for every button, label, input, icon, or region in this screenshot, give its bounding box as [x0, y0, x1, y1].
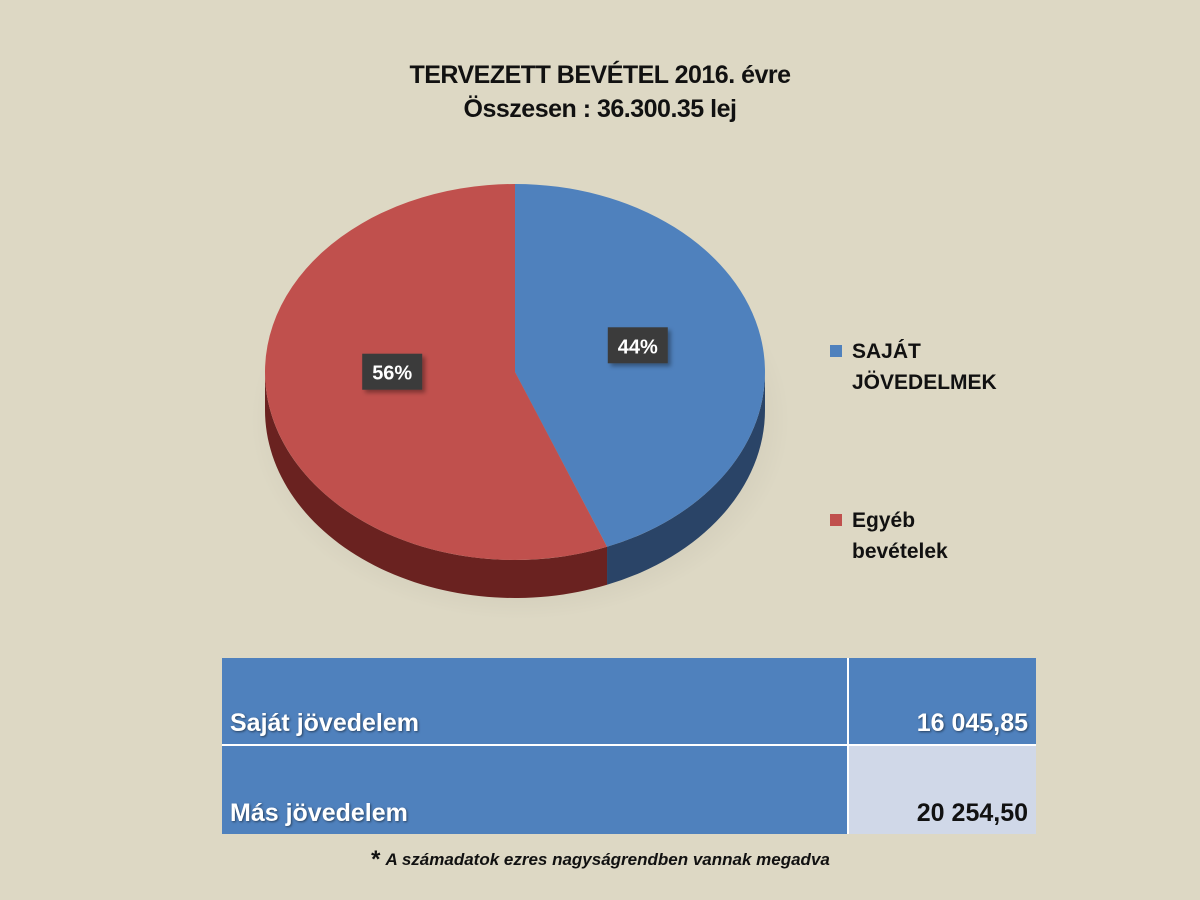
- footnote-text: A számadatok ezres nagyságrendben vannak…: [385, 850, 830, 869]
- legend-swatch-red: [830, 514, 842, 526]
- pie-slice-side: [607, 372, 765, 585]
- table-row-label: Más jövedelem: [222, 746, 849, 834]
- footnote: * A számadatok ezres nagyságrendben vanna…: [0, 846, 1200, 874]
- pie-data-label: 56%: [362, 353, 423, 390]
- pie-data-label-box: [607, 327, 668, 364]
- pie-slice: [265, 184, 608, 560]
- pie-data-label-text: 44%: [618, 336, 658, 358]
- legend-item-egyeb: Egyéb bevételek: [830, 505, 1012, 567]
- legend-label: Egyéb bevételek: [852, 509, 948, 563]
- legend-item-sajat: SAJÁT JÖVEDELMEK: [830, 336, 1012, 398]
- chart-title-line1: TERVEZETT BEVÉTEL 2016. évre: [409, 61, 791, 89]
- footnote-star: *: [370, 846, 380, 873]
- pie-slice-side: [265, 372, 608, 598]
- revenue-table: Saját jövedelem 16 045,85 Más jövedelem …: [222, 658, 1036, 834]
- legend-label: SAJÁT JÖVEDELMEK: [852, 340, 997, 394]
- pie-data-label: 44%: [607, 327, 668, 364]
- table-row-value: 20 254,50: [849, 746, 1036, 834]
- table-row-value: 16 045,85: [849, 658, 1036, 746]
- chart-title: TERVEZETT BEVÉTEL 2016. évre Összesen : …: [0, 58, 1200, 126]
- chart-title-line2: Összesen : 36.300.35 lej: [463, 95, 737, 123]
- pie-slice: [515, 184, 765, 547]
- table-row: Saját jövedelem 16 045,85: [222, 658, 1036, 746]
- legend-swatch-blue: [830, 345, 842, 357]
- pie-data-label-text: 56%: [372, 363, 412, 385]
- table-row-label: Saját jövedelem: [222, 658, 849, 746]
- table-row: Más jövedelem 20 254,50: [222, 746, 1036, 834]
- pie-data-label-box: [362, 353, 423, 390]
